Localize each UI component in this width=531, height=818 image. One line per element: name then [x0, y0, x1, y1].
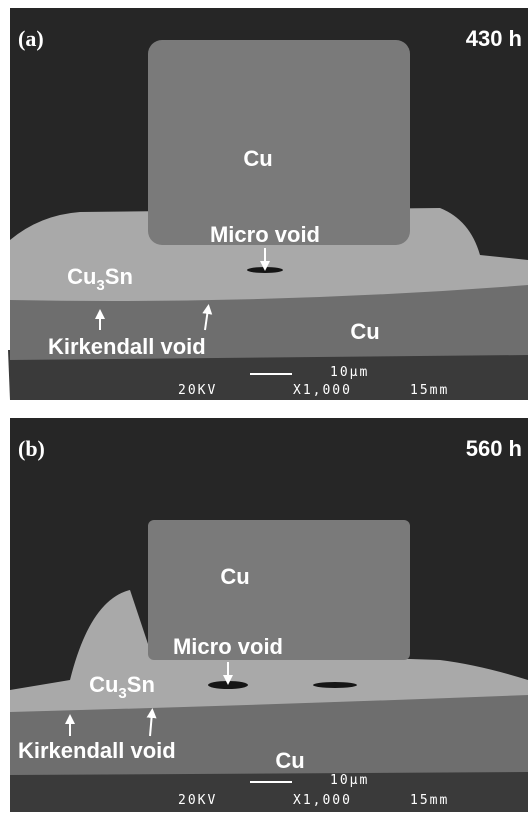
scale-label: 10µm — [330, 773, 369, 788]
micro-void-label: Micro void — [210, 222, 320, 247]
voltage: 20KV — [178, 793, 217, 808]
top-metal-label: Cu — [220, 564, 249, 589]
distance: 15mm — [410, 793, 449, 808]
panel-b: (b) 560 h Cu Micro void Cu3Sn Kirkendall… — [10, 418, 528, 812]
panel-a: (a) 430 h Cu Micro void Cu3Sn Kirkendall… — [8, 8, 528, 400]
kirkendall-label: Kirkendall void — [18, 738, 176, 763]
bottom-metal-label: Cu — [350, 319, 379, 344]
panel-label: (a) — [18, 26, 44, 51]
kirkendall-label: Kirkendall void — [48, 334, 206, 359]
bottom-metal-label: Cu — [275, 748, 304, 773]
scale-label: 10µm — [330, 365, 369, 380]
figure: (a) 430 h Cu Micro void Cu3Sn Kirkendall… — [0, 0, 531, 818]
time-label: 560 h — [466, 436, 522, 461]
magnification: X1,000 — [293, 383, 352, 398]
top-metal-label: Cu — [243, 146, 272, 171]
time-label: 430 h — [466, 26, 522, 51]
panel-label: (b) — [18, 436, 45, 461]
distance: 15mm — [410, 383, 449, 398]
voltage: 20KV — [178, 383, 217, 398]
micro-void-label: Micro void — [173, 634, 283, 659]
magnification: X1,000 — [293, 793, 352, 808]
